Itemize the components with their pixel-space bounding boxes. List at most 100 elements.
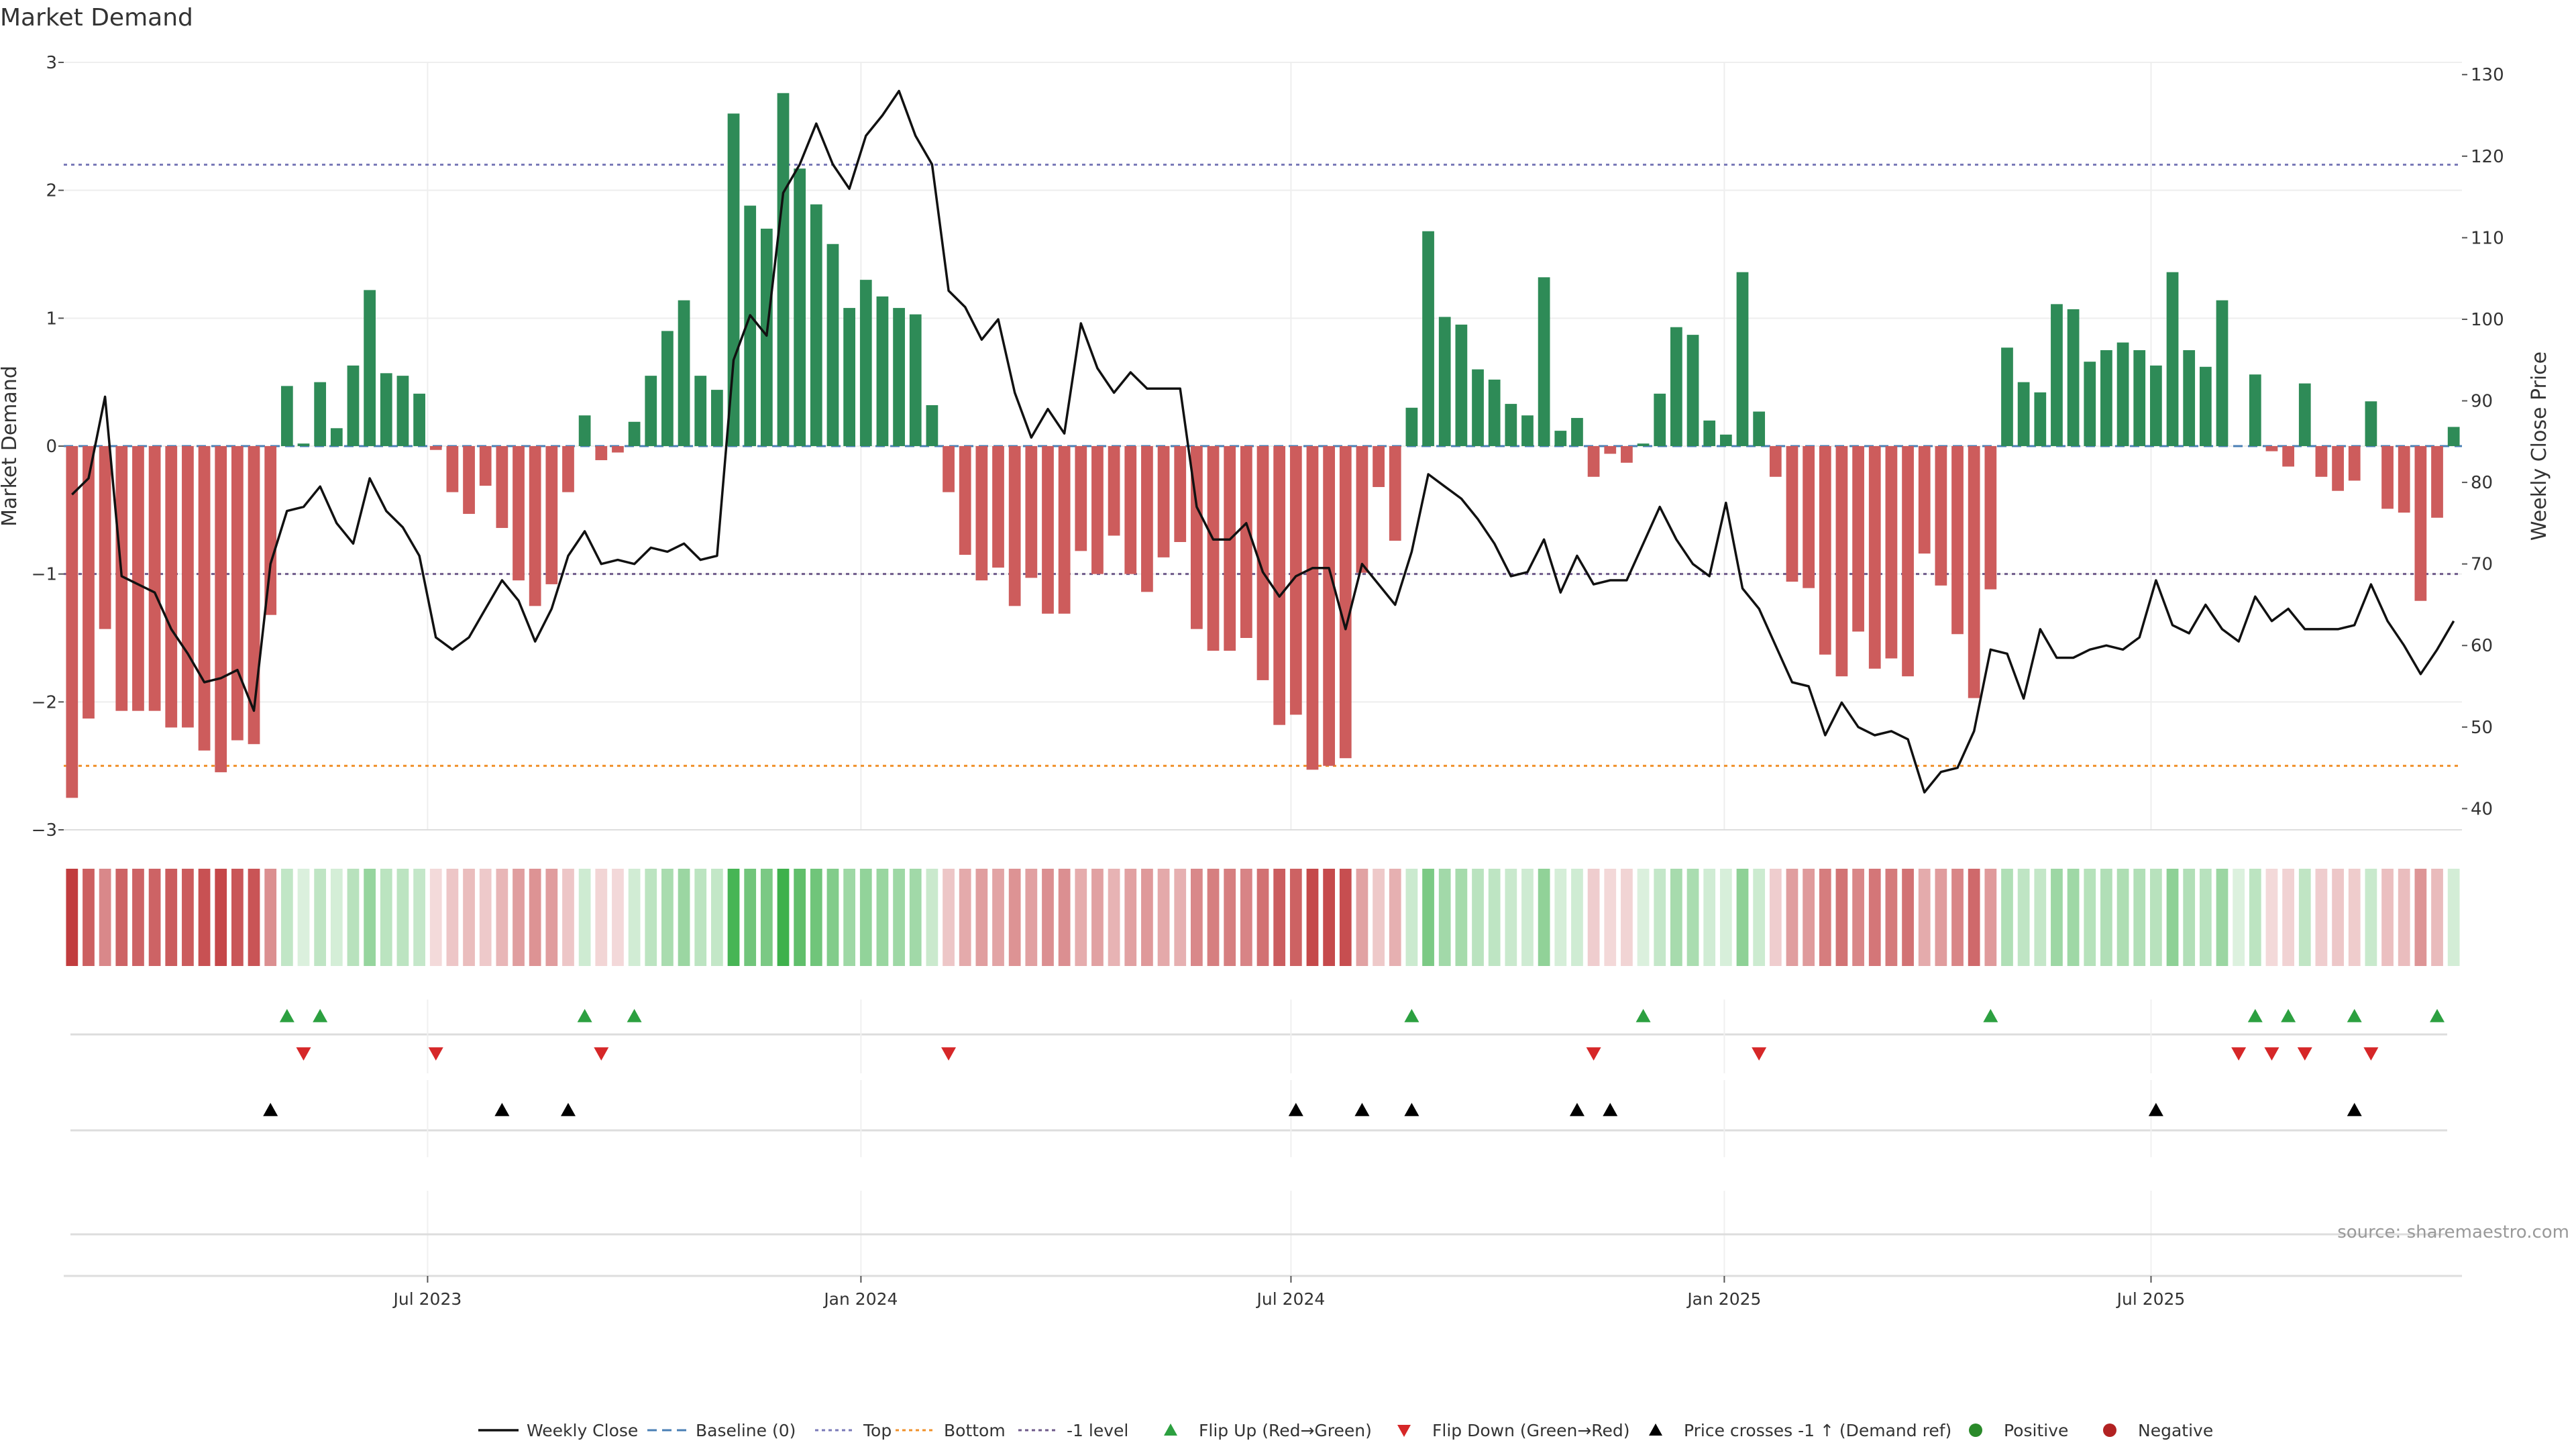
flip-up-marker <box>279 1009 294 1022</box>
y-axis-label: Market Demand <box>0 366 21 527</box>
demand-bar <box>513 446 525 581</box>
heat-cell <box>2084 869 2096 966</box>
demand-bar <box>2265 446 2278 451</box>
flip-down-marker <box>594 1047 609 1061</box>
demand-bar <box>876 296 889 446</box>
demand-bar <box>1852 446 1864 632</box>
x-tick-label: Jan 2024 <box>822 1289 898 1309</box>
demand-bar <box>1008 446 1021 606</box>
flip-up-marker <box>1983 1009 1998 1022</box>
heat-cell <box>2431 869 2443 966</box>
bottom-panel: Jul 2023 Jan 2024 Jul 2024 Jan 2025 Jul 2025 <box>64 1191 2462 1309</box>
demand-bar <box>1604 446 1617 454</box>
heat-cell <box>578 869 591 966</box>
heat-cell <box>2265 869 2278 966</box>
flip-down-marker <box>941 1047 957 1061</box>
demand-bar <box>1621 446 1633 463</box>
heat-cell <box>1075 869 1087 966</box>
weekly-close-line <box>71 89 2455 794</box>
demand-bar <box>148 446 161 711</box>
demand-bar <box>2249 374 2261 446</box>
heat-cell <box>1141 869 1153 966</box>
heat-cell <box>645 869 657 966</box>
demand-bars <box>66 93 2460 798</box>
demand-bar <box>1091 446 1104 574</box>
demand-bar <box>2150 365 2162 446</box>
heat-cell <box>1918 869 1931 966</box>
heat-cell <box>1174 869 1187 966</box>
legend-item: Flip Up (Red→Green) <box>1164 1421 1372 1440</box>
heat-cell <box>2133 869 2146 966</box>
demand-bar <box>1256 446 1269 680</box>
demand-bar <box>1637 443 1650 446</box>
y2-tick-label: 110 <box>2471 228 2504 248</box>
demand-bar <box>2431 446 2443 518</box>
flip-up-marker <box>627 1009 642 1022</box>
legend-label: Top <box>863 1421 892 1440</box>
demand-bar <box>1075 446 1087 551</box>
demand-bar <box>1373 446 1385 488</box>
y-tick-label: −1 <box>32 565 57 585</box>
x-tick-label: Jul 2024 <box>1256 1289 1326 1309</box>
demand-bar <box>975 446 988 581</box>
legend-label: Flip Down (Green→Red) <box>1432 1421 1630 1440</box>
demand-bar <box>926 405 938 446</box>
heat-cell <box>396 869 409 966</box>
heat-cell <box>1042 869 1054 966</box>
demand-bar <box>810 204 822 446</box>
demand-bar <box>2100 350 2112 446</box>
heat-cell <box>1025 869 1038 966</box>
flip-up-marker <box>2347 1009 2362 1022</box>
heat-cell <box>794 869 806 966</box>
flip-down-marker <box>2297 1047 2312 1061</box>
demand-bar <box>1207 446 1220 651</box>
demand-bar <box>1289 446 1302 715</box>
demand-bar <box>83 446 95 719</box>
heat-cell <box>1753 869 1766 966</box>
demand-bar <box>1356 446 1368 573</box>
demand-bar <box>248 446 260 745</box>
demand-bar <box>280 386 293 446</box>
demand-bar <box>1323 446 1335 766</box>
cross-marker <box>263 1103 278 1116</box>
demand-bar <box>1505 404 1517 446</box>
legend-label: Positive <box>2004 1421 2068 1440</box>
legend-item: Baseline (0) <box>647 1421 796 1440</box>
demand-bar <box>396 376 409 446</box>
flip-up-marker <box>313 1009 328 1022</box>
heat-cell <box>909 869 922 966</box>
heat-cell <box>1968 869 1980 966</box>
flip-down-marker <box>1752 1047 1767 1061</box>
cross-marker <box>1354 1103 1370 1116</box>
demand-bar <box>1554 431 1567 446</box>
demand-bar <box>1587 446 1600 477</box>
heat-cell <box>1373 869 1385 966</box>
demand-bar <box>364 290 376 446</box>
heat-cell <box>1554 869 1567 966</box>
legend-label: Weekly Close <box>527 1421 638 1440</box>
heat-cell <box>1786 869 1799 966</box>
heat-cell <box>1455 869 1468 966</box>
flip-up-marker <box>2281 1009 2296 1022</box>
demand-bar <box>1042 446 1054 614</box>
heat-cell <box>943 869 955 966</box>
heat-cell <box>1108 869 1120 966</box>
demand-bar <box>165 446 178 728</box>
demand-bar <box>132 446 144 711</box>
heat-cell <box>1670 869 1682 966</box>
heat-cell <box>1654 869 1666 966</box>
demand-bar <box>297 443 310 446</box>
heat-cell <box>380 869 392 966</box>
heat-cell <box>1422 869 1434 966</box>
cross-marker <box>2148 1103 2163 1116</box>
heat-cell <box>2183 869 2196 966</box>
demand-bar <box>1438 317 1451 446</box>
demand-bar <box>2381 446 2394 509</box>
demand-bar <box>1306 446 1319 770</box>
heat-cell <box>843 869 855 966</box>
heat-cell <box>661 869 674 966</box>
demand-bar <box>1488 379 1501 446</box>
heat-cell <box>959 869 971 966</box>
y2-tick-label: 80 <box>2471 473 2493 493</box>
